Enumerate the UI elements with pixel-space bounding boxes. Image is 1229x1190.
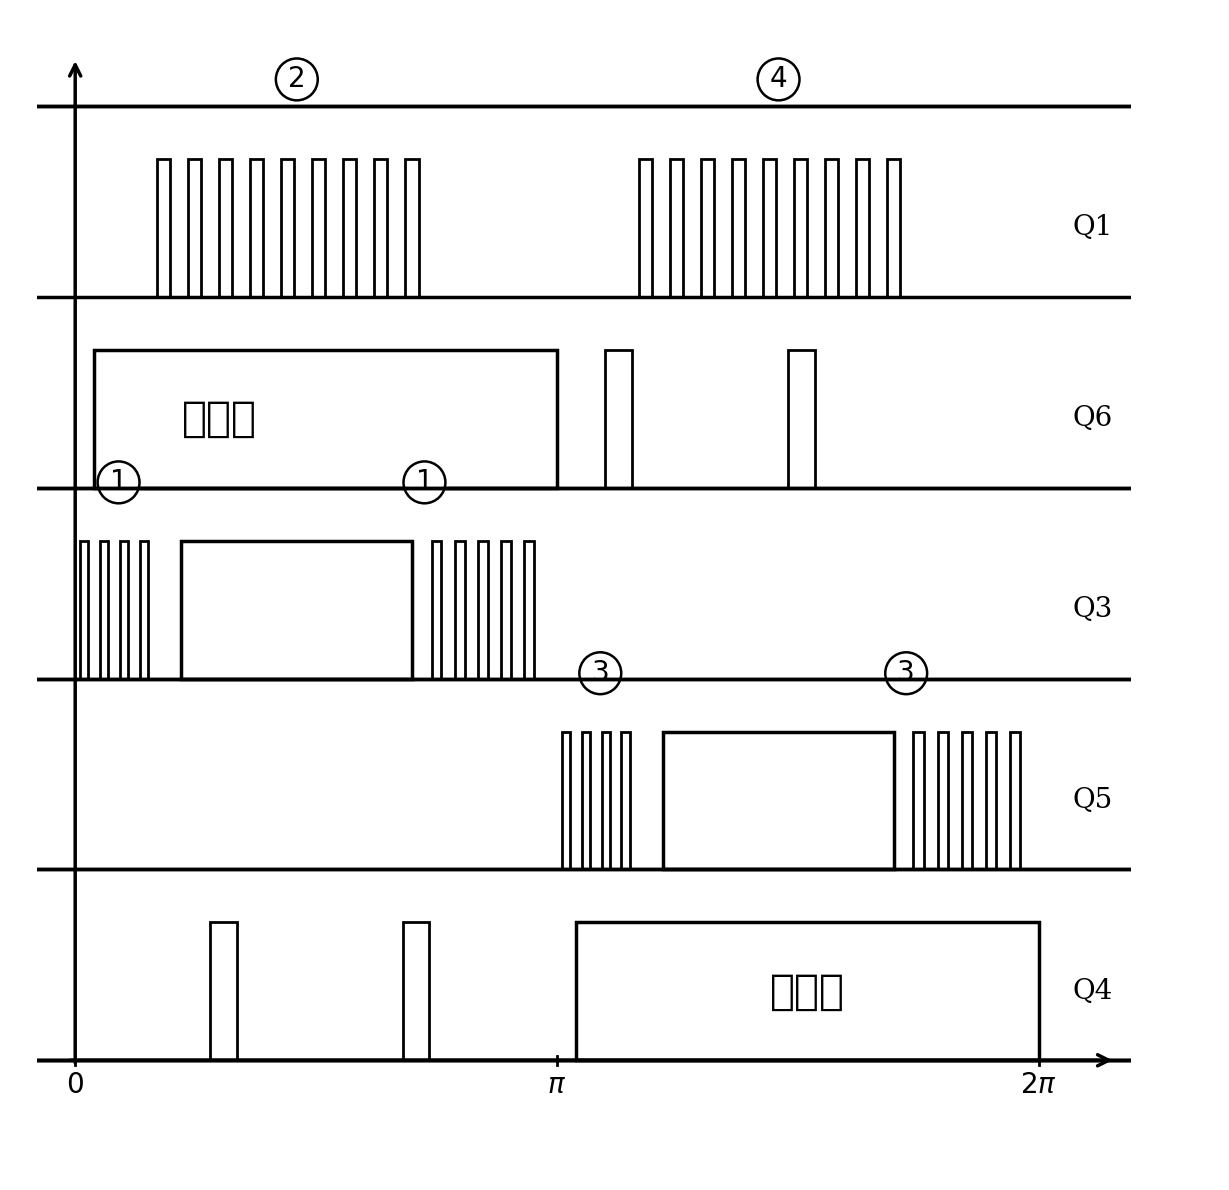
Text: 0: 0 — [66, 1071, 84, 1098]
Text: 3: 3 — [897, 659, 916, 688]
Bar — [375, 159, 387, 296]
Text: 正半波: 正半波 — [182, 397, 257, 440]
Text: Q6: Q6 — [1073, 406, 1112, 432]
Bar — [601, 732, 610, 870]
Bar — [825, 159, 838, 296]
Bar — [732, 159, 745, 296]
Bar — [140, 540, 147, 678]
Bar — [219, 159, 232, 296]
Bar — [181, 540, 413, 678]
Bar — [210, 922, 237, 1060]
Bar — [581, 732, 590, 870]
Bar — [343, 159, 356, 296]
Text: 4: 4 — [769, 65, 788, 93]
Text: Q1: Q1 — [1073, 214, 1112, 242]
Bar — [100, 540, 108, 678]
Bar — [312, 159, 326, 296]
Bar — [188, 159, 202, 296]
Text: Q4: Q4 — [1073, 978, 1112, 1004]
Bar — [913, 732, 923, 870]
Bar — [431, 540, 441, 678]
Bar — [701, 159, 714, 296]
Bar — [576, 922, 1039, 1060]
Bar — [794, 159, 807, 296]
Text: 负半波: 负半波 — [769, 970, 846, 1013]
Text: 2: 2 — [288, 65, 306, 93]
Bar — [501, 540, 511, 678]
Bar — [788, 350, 815, 488]
Bar — [639, 159, 651, 296]
Text: $\pi$: $\pi$ — [547, 1071, 567, 1098]
Text: 3: 3 — [591, 659, 610, 688]
Bar — [938, 732, 948, 870]
Text: $2\pi$: $2\pi$ — [1020, 1071, 1057, 1098]
Text: Q5: Q5 — [1073, 787, 1112, 814]
Bar — [562, 732, 570, 870]
Text: 1: 1 — [109, 469, 128, 496]
Bar — [251, 159, 263, 296]
Bar — [887, 159, 900, 296]
Bar — [157, 159, 170, 296]
Bar — [670, 159, 683, 296]
Bar — [961, 732, 972, 870]
Bar — [478, 540, 488, 678]
Bar — [455, 540, 465, 678]
Bar — [95, 350, 557, 488]
Bar — [406, 159, 419, 296]
Bar — [857, 159, 869, 296]
Bar — [605, 350, 632, 488]
Bar — [763, 159, 775, 296]
Bar — [622, 732, 629, 870]
Bar — [80, 540, 88, 678]
Bar — [119, 540, 128, 678]
Bar — [281, 159, 294, 296]
Bar — [525, 540, 533, 678]
Bar — [403, 922, 429, 1060]
Bar — [1010, 732, 1020, 870]
Bar — [662, 732, 895, 870]
Text: 1: 1 — [415, 469, 434, 496]
Bar — [986, 732, 995, 870]
Text: Q3: Q3 — [1073, 596, 1112, 624]
